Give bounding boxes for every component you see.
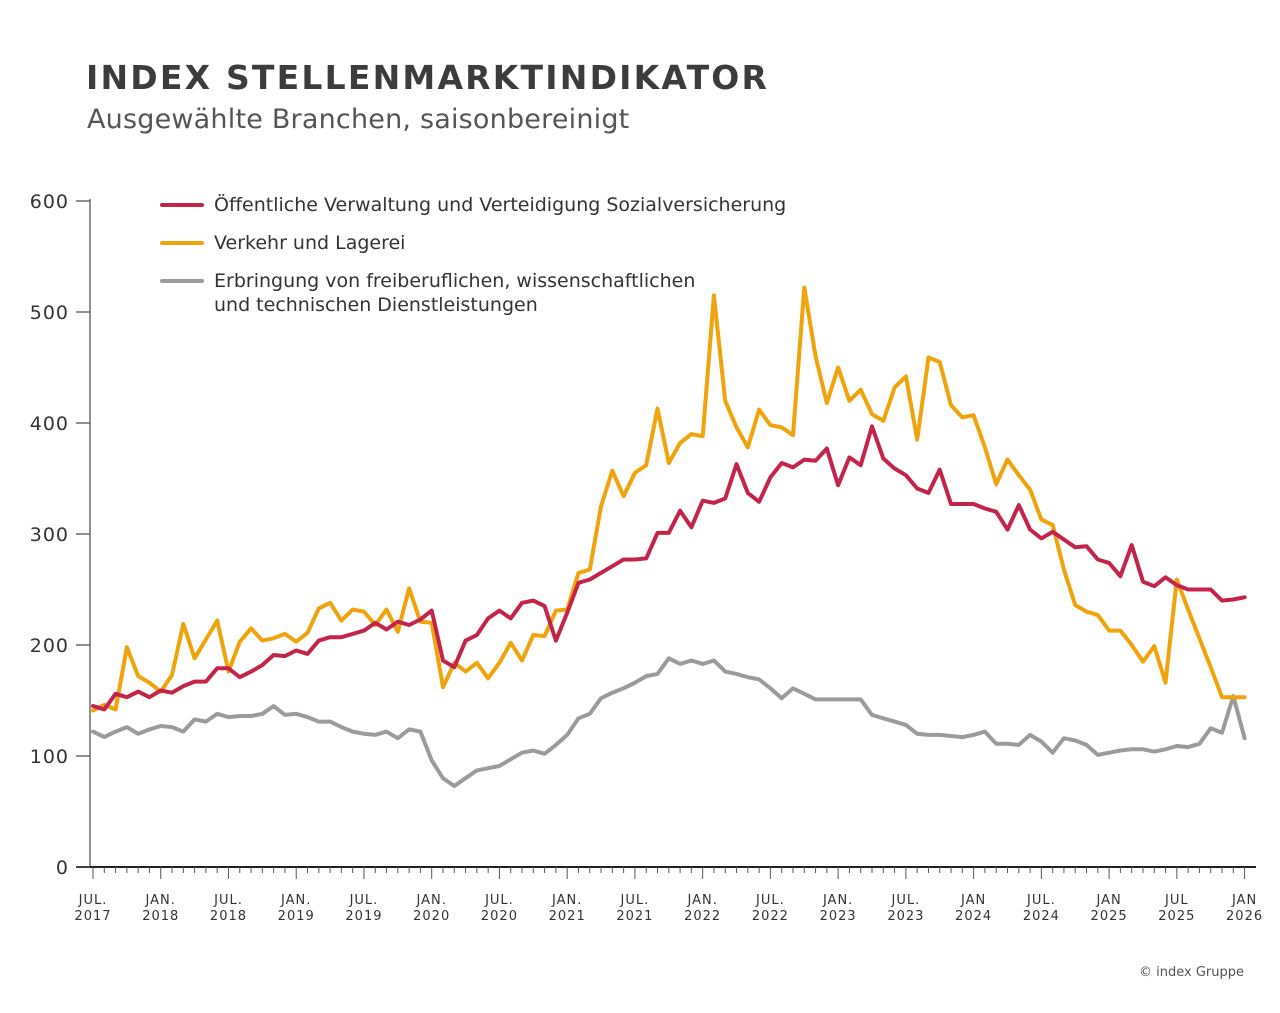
x-tick-label-year: 2021 (616, 909, 653, 924)
x-tick-label-month: JUL. (213, 893, 243, 908)
x-tick-label-year: 2023 (820, 909, 857, 924)
x-tick-label-year: 2018 (210, 909, 247, 924)
x-tick-label-month: JAN. (686, 893, 717, 908)
legend-label: Erbringung von freiberuflichen, wissensc… (214, 270, 696, 316)
x-tick-label-year: 2023 (887, 909, 924, 924)
x-tick-label-year: 2021 (549, 909, 586, 924)
legend-item-verwaltung: Öffentliche Verwaltung und Verteidigung … (160, 193, 786, 217)
x-tick-label-year: 2017 (74, 909, 111, 924)
x-tick-label-year: 2019 (278, 909, 315, 924)
x-tick-label-month: JUL. (1026, 893, 1056, 908)
x-tick-label-month: JAN. (416, 893, 447, 908)
y-tick-label: 400 (30, 413, 69, 435)
x-tick-label-year: 2024 (1023, 909, 1060, 924)
x-tick-label-month: JAN (960, 893, 986, 908)
x-tick-label-month: JAN (1095, 893, 1121, 908)
y-tick-label: 600 (30, 191, 69, 213)
legend-swatch-orange (160, 241, 204, 245)
y-tick-label: 300 (30, 524, 69, 546)
x-tick-label-year: 2019 (345, 909, 382, 924)
chart-subtitle: Ausgewählte Branchen, saisonbereinigt (87, 104, 630, 135)
x-tick-label-month: JUL (1164, 893, 1189, 908)
x-tick-label-year: 2022 (684, 909, 721, 924)
x-tick-label-year: 2025 (1091, 909, 1128, 924)
copyright-credit: © index Gruppe (1139, 965, 1244, 980)
legend-swatch-gray (160, 279, 204, 283)
x-tick-label-month: JUL. (349, 893, 379, 908)
x-tick-label-month: JUL. (891, 893, 921, 908)
y-tick-label: 0 (56, 857, 69, 879)
legend-item-dienstleistungen: Erbringung von freiberuflichen, wissensc… (160, 269, 695, 317)
x-tick-label-month: JUL. (755, 893, 785, 908)
y-tick-label: 100 (30, 746, 69, 768)
x-tick-label-year: 2024 (955, 909, 992, 924)
legend-item-verkehr: Verkehr und Lagerei (160, 231, 405, 255)
x-tick-label-year: 2026 (1226, 909, 1263, 924)
chart-title: INDEX STELLENMARKTINDIKATOR (86, 58, 770, 97)
legend-label: Verkehr und Lagerei (214, 232, 406, 254)
x-tick-label-year: 2018 (142, 909, 179, 924)
x-tick-label-month: JAN. (280, 893, 311, 908)
x-tick-label-month: JAN (1231, 893, 1257, 908)
legend-swatch-red (160, 203, 204, 207)
x-tick-label-month: JUL. (620, 893, 650, 908)
series-line-verwaltung (91, 424, 1247, 712)
y-tick-label: 200 (30, 635, 69, 657)
legend-label: Öffentliche Verwaltung und Verteidigung … (214, 194, 787, 216)
x-tick-label-year: 2022 (752, 909, 789, 924)
x-tick-label-month: JUL. (78, 893, 108, 908)
x-tick-label-month: JUL. (484, 893, 514, 908)
x-tick-label-year: 2020 (481, 909, 518, 924)
x-tick-label-year: 2020 (413, 909, 450, 924)
x-tick-label-month: JAN. (822, 893, 853, 908)
series-line-dienstleistungen (91, 656, 1247, 788)
y-tick-label: 500 (30, 302, 69, 324)
series-line-verkehr (91, 285, 1247, 713)
x-tick-label-month: JAN. (145, 893, 176, 908)
x-tick-label-month: JAN. (551, 893, 582, 908)
x-tick-label-year: 2025 (1158, 909, 1195, 924)
